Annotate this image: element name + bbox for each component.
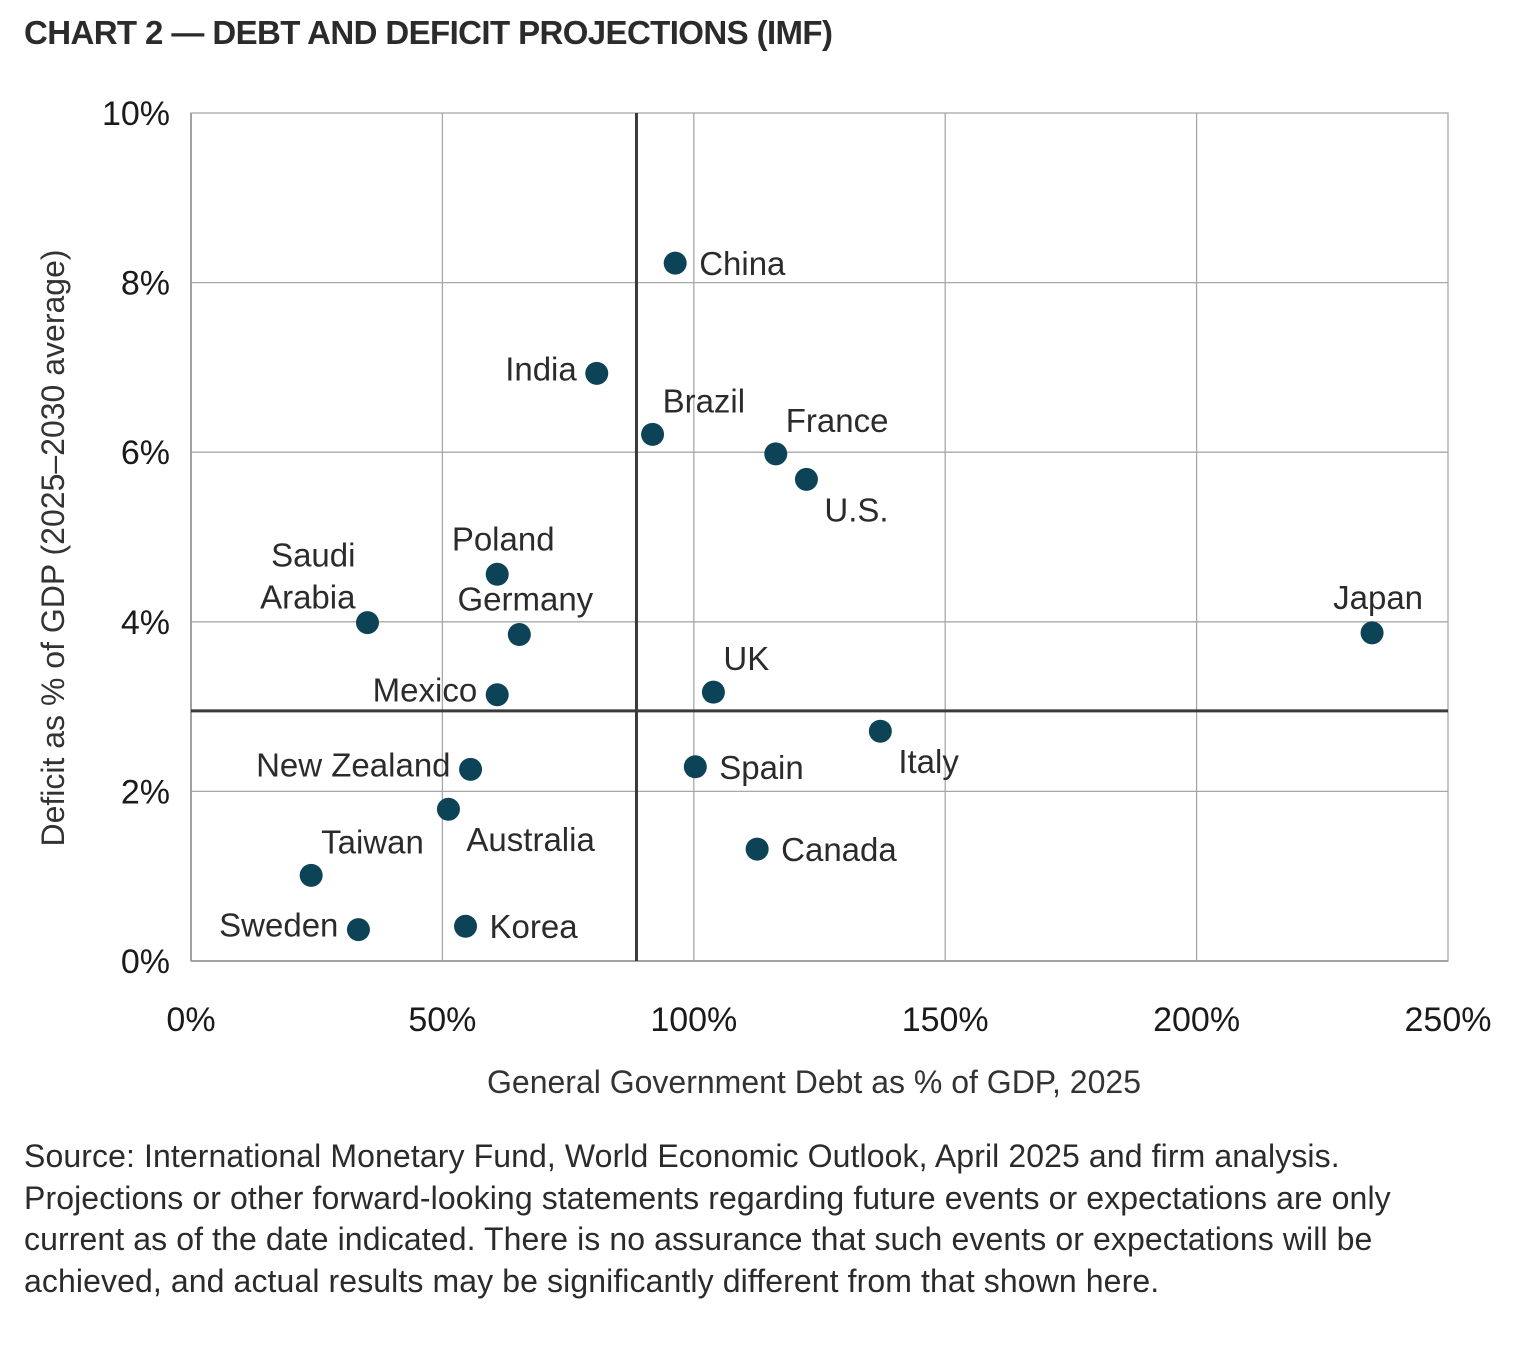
- point-label: Korea: [490, 908, 579, 945]
- plot-frame: [190, 112, 1449, 962]
- data-point: [436, 797, 460, 821]
- point-label: Poland: [452, 520, 555, 557]
- data-point: [355, 611, 379, 635]
- y-axis-title: Deficit as % of GDP (2025–2030 average): [35, 249, 71, 846]
- x-tick-label: 50%: [408, 1001, 476, 1039]
- point-label: Sweden: [219, 907, 338, 944]
- y-tick-label: 0%: [121, 943, 170, 981]
- point-label: India: [505, 350, 577, 387]
- x-tick-label: 150%: [902, 1001, 989, 1039]
- x-tick-label: 100%: [650, 1001, 737, 1039]
- point-label: Brazil: [663, 382, 746, 419]
- data-point: [485, 562, 509, 586]
- point-label: Saudi Arabia: [260, 537, 356, 616]
- data-point: [459, 757, 483, 781]
- source-note: Source: International Monetary Fund, Wor…: [24, 1138, 1391, 1299]
- data-point: [868, 719, 892, 743]
- point-label: China: [699, 245, 786, 282]
- point-label: Canada: [781, 831, 897, 868]
- data-point: [299, 863, 323, 887]
- point-label: France: [786, 402, 889, 439]
- point-label: Japan: [1333, 579, 1423, 616]
- data-point: [745, 837, 769, 861]
- data-point: [701, 680, 725, 704]
- data-point: [346, 918, 370, 942]
- data-point: [1360, 621, 1384, 645]
- y-tick-label: 10%: [102, 95, 170, 133]
- y-tick-label: 4%: [121, 604, 170, 642]
- y-tick-label: 8%: [121, 265, 170, 303]
- point-label: UK: [723, 640, 769, 677]
- data-point: [683, 755, 707, 779]
- data-point: [507, 623, 531, 647]
- x-tick-label: 0%: [166, 1001, 215, 1039]
- reference-lines: [191, 113, 1448, 961]
- point-label: Taiwan: [321, 823, 424, 860]
- x-tick-label: 250%: [1405, 1001, 1492, 1039]
- data-point: [454, 914, 478, 938]
- y-tick-label: 2%: [121, 773, 170, 811]
- scatter-chart: 0% 50% 100% 150% 200% 250% 0% 2% 4% 6% 8% 10% China…: [35, 95, 1492, 1100]
- point-label: Germany: [457, 581, 593, 618]
- point-label: Spain: [719, 749, 803, 786]
- point-label: New Zealand: [256, 746, 450, 783]
- point-label: U.S.: [824, 491, 888, 528]
- point-label: Italy: [898, 743, 959, 780]
- chart-title: CHART 2 — DEBT AND DEFICIT PROJECTIONS (…: [24, 14, 833, 51]
- data-points: [299, 251, 1384, 942]
- x-axis-title: General Government Debt as % of GDP, 202…: [487, 1064, 1141, 1100]
- x-tick-label: 200%: [1153, 1001, 1240, 1039]
- point-label: Australia: [466, 821, 595, 858]
- data-point: [794, 467, 818, 491]
- data-point: [585, 361, 609, 385]
- data-point: [764, 442, 788, 466]
- tick-labels: 0% 50% 100% 150% 200% 250% 0% 2% 4% 6% 8% 10%: [102, 95, 1492, 1039]
- point-labels: China India Brazil France U.S. Poland Saudi Ara…: [219, 245, 1423, 945]
- data-point: [485, 683, 509, 707]
- data-point: [663, 251, 687, 275]
- y-tick-label: 6%: [121, 434, 170, 472]
- point-label: Mexico: [373, 672, 478, 709]
- data-point: [641, 422, 665, 446]
